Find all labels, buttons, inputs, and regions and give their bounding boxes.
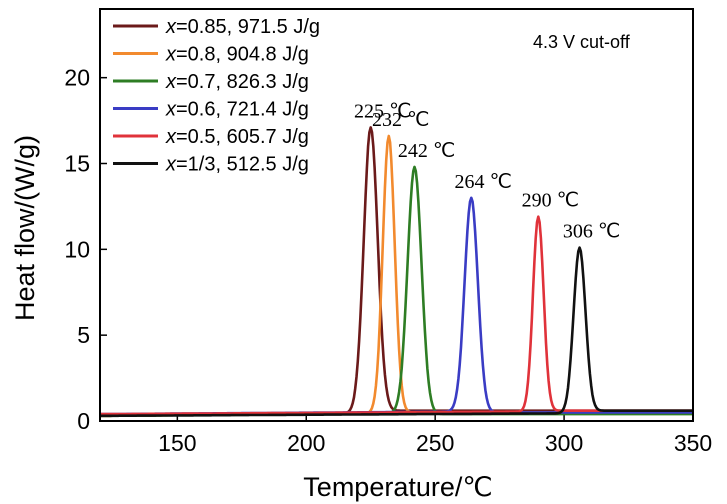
legend-text: =0.5, 605.7 J/g xyxy=(176,126,309,148)
peak-label-5: 290 ℃ xyxy=(522,190,579,212)
series-line-6 xyxy=(99,246,694,418)
legend-var: x xyxy=(165,99,177,121)
x-tick-label: 300 xyxy=(545,430,583,456)
legend-text: =0.6, 721.4 J/g xyxy=(176,99,309,121)
x-tick-label: 350 xyxy=(674,430,712,456)
legend-text: =0.85, 971.5 J/g xyxy=(176,16,320,38)
cutoff-annotation: 4.3 V cut-off xyxy=(533,32,631,52)
y-tick-label: 20 xyxy=(64,65,90,91)
x-tick-label: 200 xyxy=(287,430,325,456)
legend-var: x xyxy=(165,126,177,148)
legend-label-3: x=0.7, 826.3 J/g xyxy=(165,71,309,93)
plot-frame xyxy=(99,8,694,422)
legend-var: x xyxy=(165,16,177,38)
y-tick-label: 5 xyxy=(77,322,90,348)
y-tick-label: 10 xyxy=(64,236,90,262)
legend-var: x xyxy=(165,44,177,66)
legend-text: =1/3, 512.5 J/g xyxy=(176,154,309,176)
legend-text: =0.7, 826.3 J/g xyxy=(176,71,309,93)
legend: x=0.85, 971.5 J/gx=0.8, 904.8 J/gx=0.7, … xyxy=(113,16,320,176)
y-axis-title: Heat flow/(W/g) xyxy=(10,135,40,321)
legend-label-5: x=0.5, 605.7 J/g xyxy=(165,126,309,148)
x-tick-label: 250 xyxy=(416,430,454,456)
x-axis-title: Temperature/℃ xyxy=(303,472,492,502)
legend-label-1: x=0.85, 971.5 J/g xyxy=(165,16,320,38)
legend-text: =0.8, 904.8 J/g xyxy=(176,44,309,66)
tick-layer: 150 200 250 300 350 0 5 10 15 20 xyxy=(64,65,712,456)
peak-label-4: 264 ℃ xyxy=(455,171,512,193)
legend-label-6: x=1/3, 512.5 J/g xyxy=(165,154,309,176)
legend-var: x xyxy=(165,71,177,93)
y-tick-label: 0 xyxy=(77,408,90,434)
legend-var: x xyxy=(165,154,177,176)
x-tick-label: 150 xyxy=(158,430,196,456)
series-line-5 xyxy=(100,215,694,416)
peak-label-2: 232 ℃ xyxy=(372,109,429,131)
series-layer xyxy=(99,126,694,418)
legend-label-2: x=0.8, 904.8 J/g xyxy=(165,44,309,66)
peak-label-6: 306 ℃ xyxy=(563,221,620,243)
series-line-2 xyxy=(99,134,694,418)
peak-label-3: 242 ℃ xyxy=(398,140,455,162)
peak-label-1: 225 ℃ xyxy=(354,100,411,122)
legend-label-4: x=0.6, 721.4 J/g xyxy=(165,99,309,121)
y-tick-label: 15 xyxy=(64,151,90,177)
